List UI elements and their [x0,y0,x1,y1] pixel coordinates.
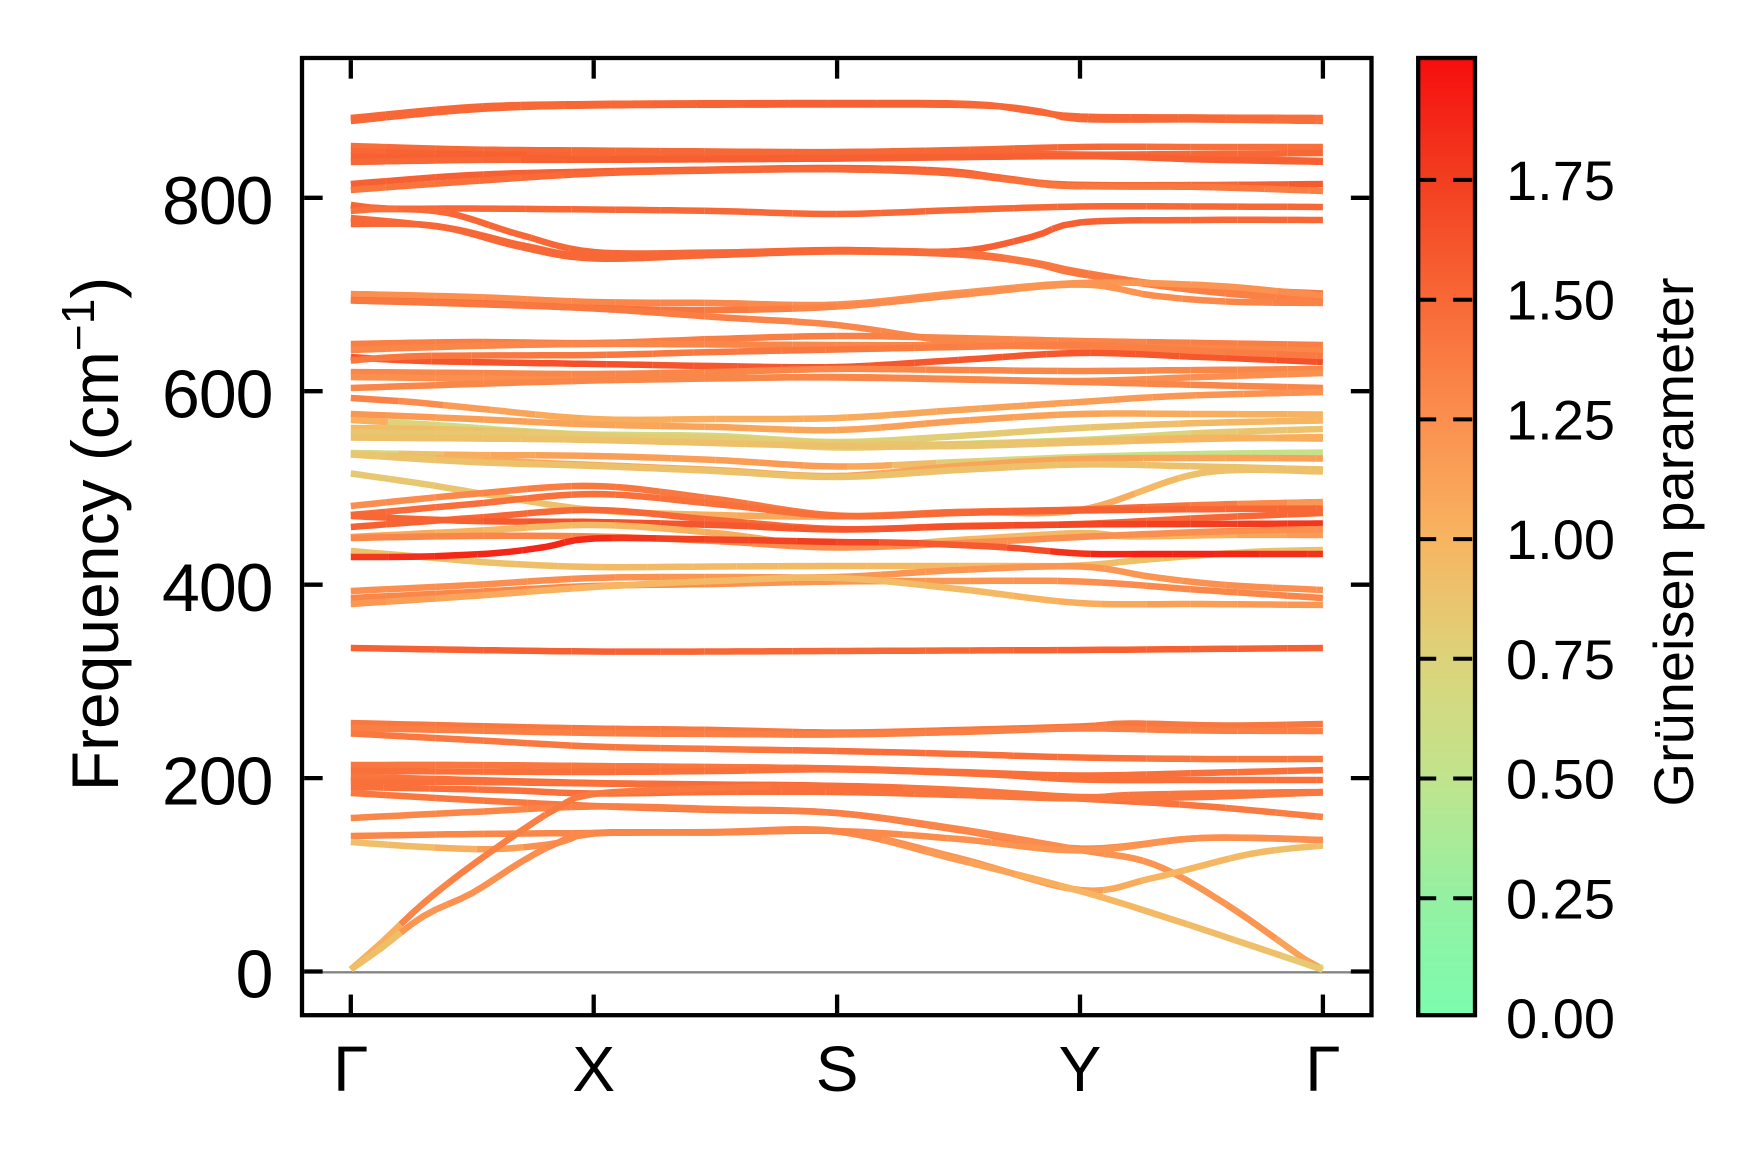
svg-text:0.25: 0.25 [1506,867,1615,930]
svg-text:0: 0 [236,937,273,1013]
svg-text:Γ: Γ [1305,1033,1340,1105]
svg-text:400: 400 [162,550,272,626]
svg-text:Γ: Γ [333,1033,368,1105]
svg-text:600: 600 [162,356,272,432]
svg-text:1.25: 1.25 [1506,388,1615,451]
svg-text:Frequency (cm−1): Frequency (cm−1) [52,277,132,792]
svg-text:1.00: 1.00 [1506,508,1615,571]
svg-text:0.50: 0.50 [1506,748,1615,811]
svg-text:Y: Y [1059,1033,1102,1105]
svg-text:Grüneisen parameter: Grüneisen parameter [1642,277,1705,806]
svg-text:800: 800 [162,163,272,239]
svg-text:S: S [816,1033,859,1105]
svg-text:0.00: 0.00 [1506,987,1615,1050]
svg-text:200: 200 [162,743,272,819]
svg-text:1.50: 1.50 [1506,269,1615,332]
svg-text:X: X [572,1033,615,1105]
svg-text:0.75: 0.75 [1506,628,1615,691]
svg-text:1.75: 1.75 [1506,149,1615,212]
